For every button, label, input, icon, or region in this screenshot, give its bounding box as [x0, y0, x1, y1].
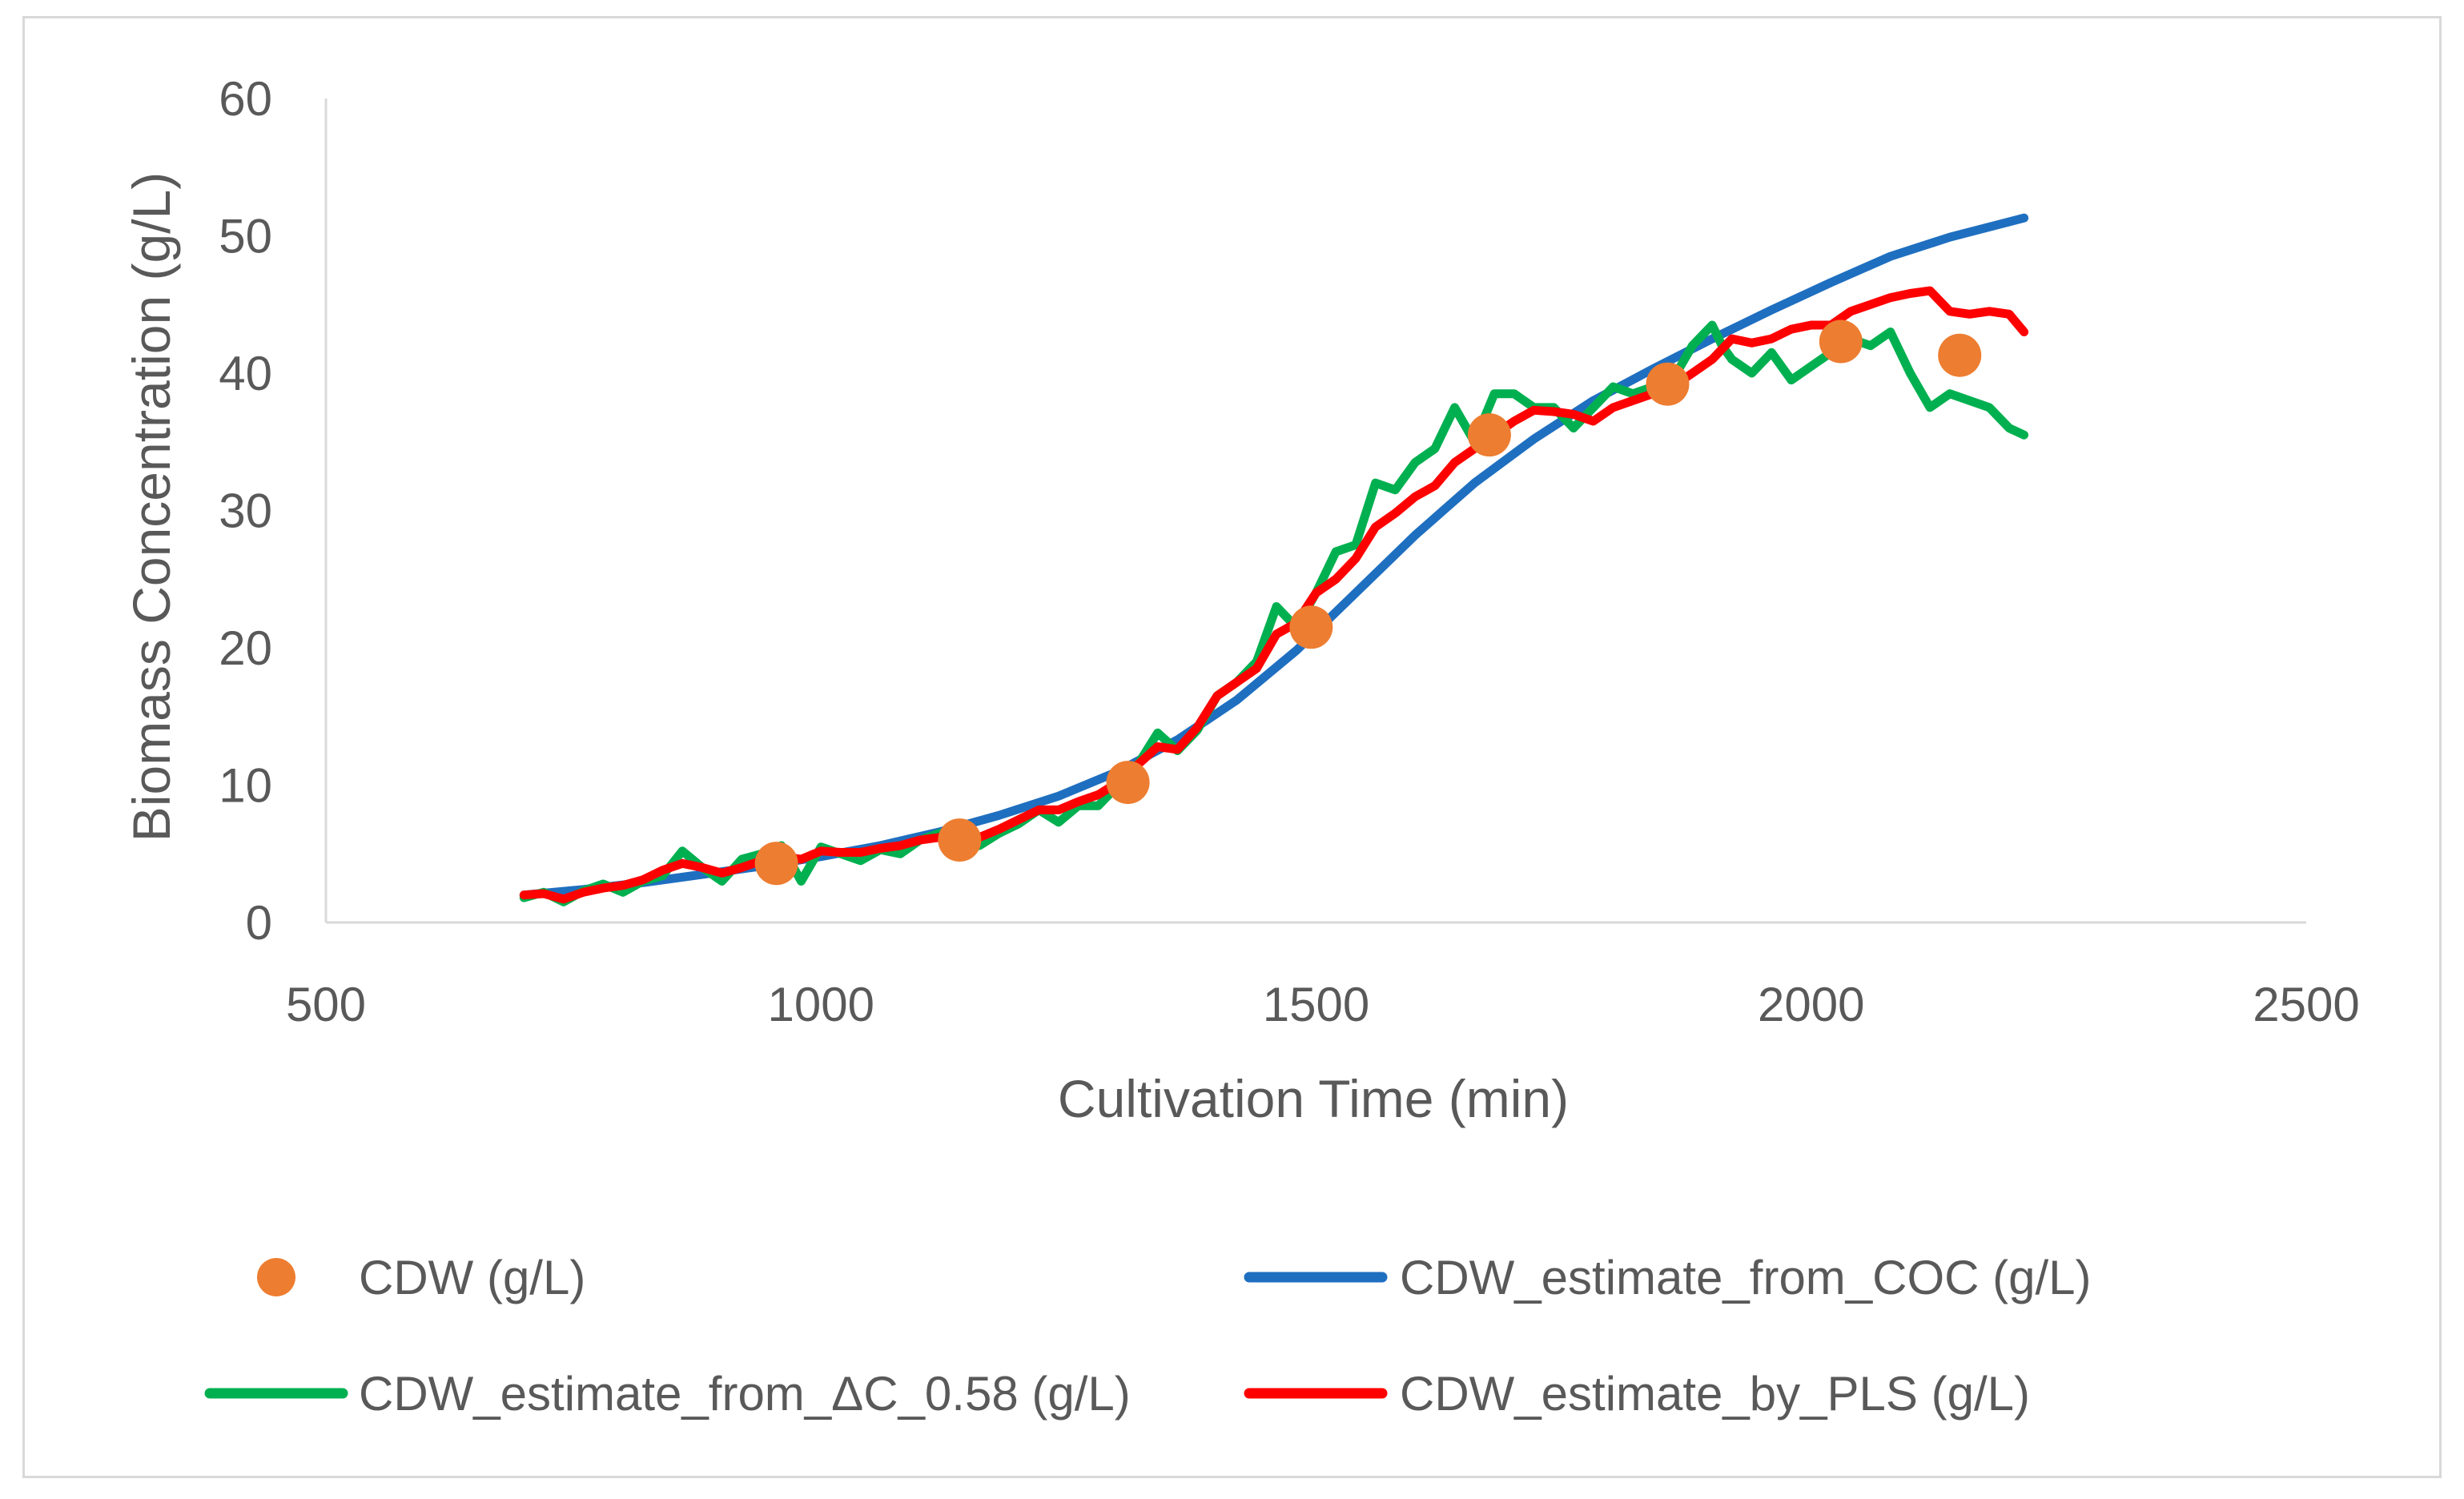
cdw-data-point	[1938, 333, 1982, 377]
y-tick-label: 10	[219, 759, 272, 813]
y-tick-label: 50	[219, 210, 272, 263]
y-axis-title: Biomass Concentration (g/L)	[122, 172, 181, 842]
series-line-cdw-estimate-from-c-0-58-g-l	[519, 320, 2029, 906]
y-tick-label: 20	[219, 621, 272, 675]
legend-label: CDW (g/L)	[359, 1251, 585, 1304]
cdw-data-point	[1106, 761, 1150, 805]
series-layer	[519, 213, 2029, 906]
series-line-cdw-estimate-by-pls-g-l	[519, 286, 2029, 904]
legend-label: CDW_estimate_from_ΔC_0.58 (g/L)	[359, 1367, 1131, 1421]
cdw-data-point	[1646, 362, 1690, 406]
series-line-cdw-estimate-from-coc-g-l	[519, 213, 2029, 900]
cdw-data-point	[1467, 413, 1511, 457]
cdw-data-point	[1819, 319, 1863, 364]
y-tick-label: 0	[246, 896, 272, 950]
x-tick-label: 1000	[768, 978, 874, 1031]
legend: CDW (g/L) CDW_estimate_from_COC (g/L) CDW_…	[204, 1251, 2092, 1421]
x-axis-title: Cultivation Time (min)	[1058, 1069, 1569, 1128]
y-tick-label: 40	[219, 347, 272, 400]
y-tick-label: 60	[219, 72, 272, 126]
legend-label: CDW_estimate_from_COC (g/L)	[1400, 1251, 2092, 1304]
axes: 500 1000 1500 2000 2500 0 10 20 30 40 50 60	[219, 72, 2359, 1031]
legend-label: CDW_estimate_by_PLS (g/L)	[1400, 1367, 2030, 1421]
cdw-data-point	[1289, 605, 1333, 649]
x-tick-label: 2500	[2253, 978, 2359, 1031]
x-tick-label: 500	[286, 978, 366, 1031]
chart-frame	[22, 16, 2442, 1478]
cdw-data-point	[938, 818, 982, 862]
y-tick-label: 30	[219, 484, 272, 538]
legend-marker-cdw	[257, 1258, 295, 1296]
cdw-data-point	[754, 842, 798, 886]
x-tick-label: 1500	[1263, 978, 1369, 1031]
x-tick-label: 2000	[1758, 978, 1864, 1031]
